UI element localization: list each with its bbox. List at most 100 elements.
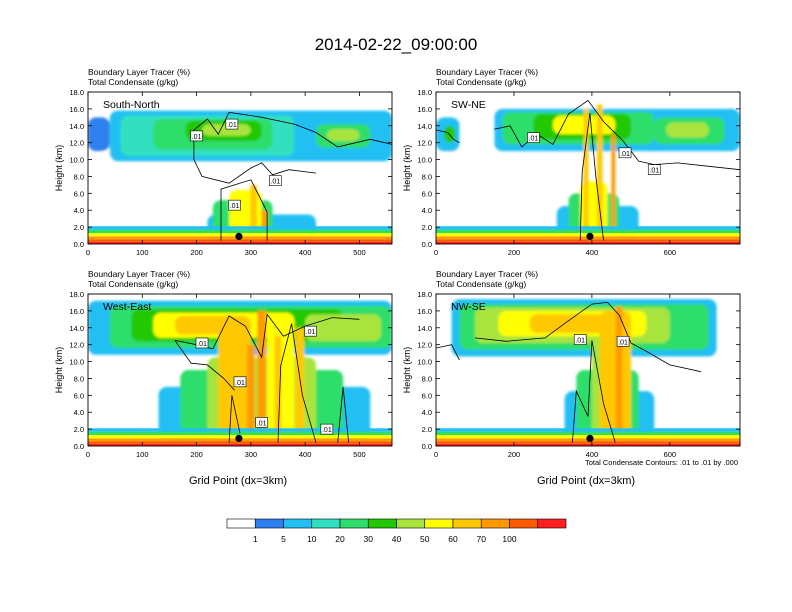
contour-note: Total Condensate Contours: .01 to .01 by… (585, 458, 738, 467)
x-tick-label: 300 (245, 248, 258, 257)
contour-label: .01 (195, 337, 209, 349)
condensate-contour (337, 386, 349, 443)
plot-frame (435, 293, 741, 447)
field-region (305, 314, 382, 342)
condensate-contour (436, 129, 460, 144)
x-tick-label: 400 (586, 450, 599, 459)
y-tick-label: 18.0 (417, 290, 432, 299)
condensate-contour (494, 99, 740, 171)
colorbar-swatch (339, 518, 369, 529)
location-marker (235, 232, 243, 240)
colorbar-label: 40 (392, 534, 402, 544)
y-tick-label: 18.0 (69, 290, 84, 299)
location-marker (586, 434, 594, 442)
svg-text:.01: .01 (575, 338, 585, 345)
condensate-contour (193, 111, 392, 160)
y-tick-label: 4.0 (74, 408, 84, 417)
field-region (88, 117, 110, 152)
y-tick-label: 2.0 (422, 425, 432, 434)
y-tick-label: 10.0 (417, 156, 432, 165)
panel-subtitle-tracer: Boundary Layer Tracer (%) (436, 269, 538, 279)
y-tick-label: 8.0 (74, 172, 84, 181)
boundary-layer-band (436, 239, 740, 242)
panel-label: South-North (103, 99, 160, 111)
y-tick-label: 12.0 (417, 139, 432, 148)
y-tick-label: 16.0 (69, 307, 84, 316)
y-tick-label: 6.0 (422, 391, 432, 400)
colorbar-label: 1 (253, 534, 258, 544)
plot-frame (435, 91, 741, 245)
x-tick-label: 200 (190, 450, 203, 459)
x-tick-label: 600 (664, 248, 677, 257)
plot-frame (87, 293, 393, 447)
field-layer: .01 .01 (436, 299, 740, 446)
y-tick-label: 6.0 (74, 189, 84, 198)
figure-title: 2014-02-22_09:00:00 (315, 35, 478, 54)
convective-tower (295, 327, 305, 446)
y-tick-label: 0.0 (74, 442, 84, 451)
boundary-layer-band (436, 428, 740, 432)
field-layer: .01 .01 .01 (436, 99, 740, 244)
condensate-contour (579, 113, 604, 241)
boundary-layer-band (88, 226, 392, 230)
contour-label: .01 (228, 199, 241, 211)
colorbar-swatch (254, 518, 284, 529)
panel-label: SW-NE (451, 99, 486, 111)
convective-tower (250, 184, 257, 244)
contour-label: .01 (618, 147, 632, 159)
y-axis-label: Height (km) (54, 145, 64, 192)
field-region (665, 122, 709, 138)
boundary-layer-band (436, 441, 740, 444)
boundary-layer-band (436, 241, 740, 244)
panels: Boundary Layer Tracer (%) Total Condensat… (54, 67, 741, 459)
contour-label: .01 (233, 376, 247, 388)
colorbar-swatch (480, 518, 510, 529)
boundary-layer-band (88, 239, 392, 242)
panel-west-east: Boundary Layer Tracer (%)Total Condensat… (54, 269, 393, 459)
contour-label: .01 (320, 423, 334, 435)
y-tick-label: 4.0 (74, 206, 84, 215)
boundary-layer-band (88, 428, 392, 432)
y-tick-label: 18.0 (417, 88, 432, 97)
condensate-contour (193, 159, 317, 184)
panel-subtitle-tracer: Boundary Layer Tracer (%) (436, 67, 538, 77)
y-tick-label: 2.0 (74, 425, 84, 434)
y-tick-label: 0.0 (422, 442, 432, 451)
svg-text:.01: .01 (197, 341, 207, 348)
colorbar-swatch (396, 518, 426, 529)
panel-sw-ne: Boundary Layer Tracer (%)Total Condensat… (402, 67, 741, 257)
y-tick-label: 10.0 (69, 358, 84, 367)
condensate-contour (277, 323, 317, 443)
y-tick-label: 4.0 (422, 206, 432, 215)
panel-label: West-East (103, 301, 151, 313)
y-tick-label: 0.0 (74, 240, 84, 249)
x-tick-label: 200 (508, 450, 521, 459)
svg-text:.01: .01 (620, 151, 630, 158)
boundary-layer-band (436, 229, 740, 234)
colorbar-swatch (226, 518, 256, 529)
x-axis-label-nw-se: Grid Point (dx=3km) (537, 475, 635, 487)
x-axis-label-west-east: Grid Point (dx=3km) (189, 475, 287, 487)
x-tick-label: 500 (353, 450, 366, 459)
boundary-layer-band (88, 229, 392, 234)
y-tick-label: 2.0 (74, 223, 84, 232)
colorbar-swatch (311, 518, 341, 529)
colorbar-swatch (452, 518, 482, 529)
colorbar-label: 20 (335, 534, 345, 544)
panel-label: NW-SE (451, 301, 486, 313)
field-region (326, 129, 360, 141)
svg-text:.01: .01 (322, 427, 332, 434)
boundary-layer-band (436, 431, 740, 436)
y-tick-label: 16.0 (69, 105, 84, 114)
boundary-layer-band (88, 431, 392, 436)
y-tick-label: 2.0 (422, 223, 432, 232)
y-tick-label: 6.0 (74, 391, 84, 400)
colorbar-swatch (367, 518, 397, 529)
x-tick-label: 0 (86, 248, 90, 257)
y-tick-label: 16.0 (417, 307, 432, 316)
y-tick-label: 14.0 (69, 324, 84, 333)
panel-subtitle-condensate: Total Condensate (g/kg) (88, 77, 178, 87)
x-tick-label: 500 (353, 248, 366, 257)
boundary-layer-band (436, 226, 740, 230)
